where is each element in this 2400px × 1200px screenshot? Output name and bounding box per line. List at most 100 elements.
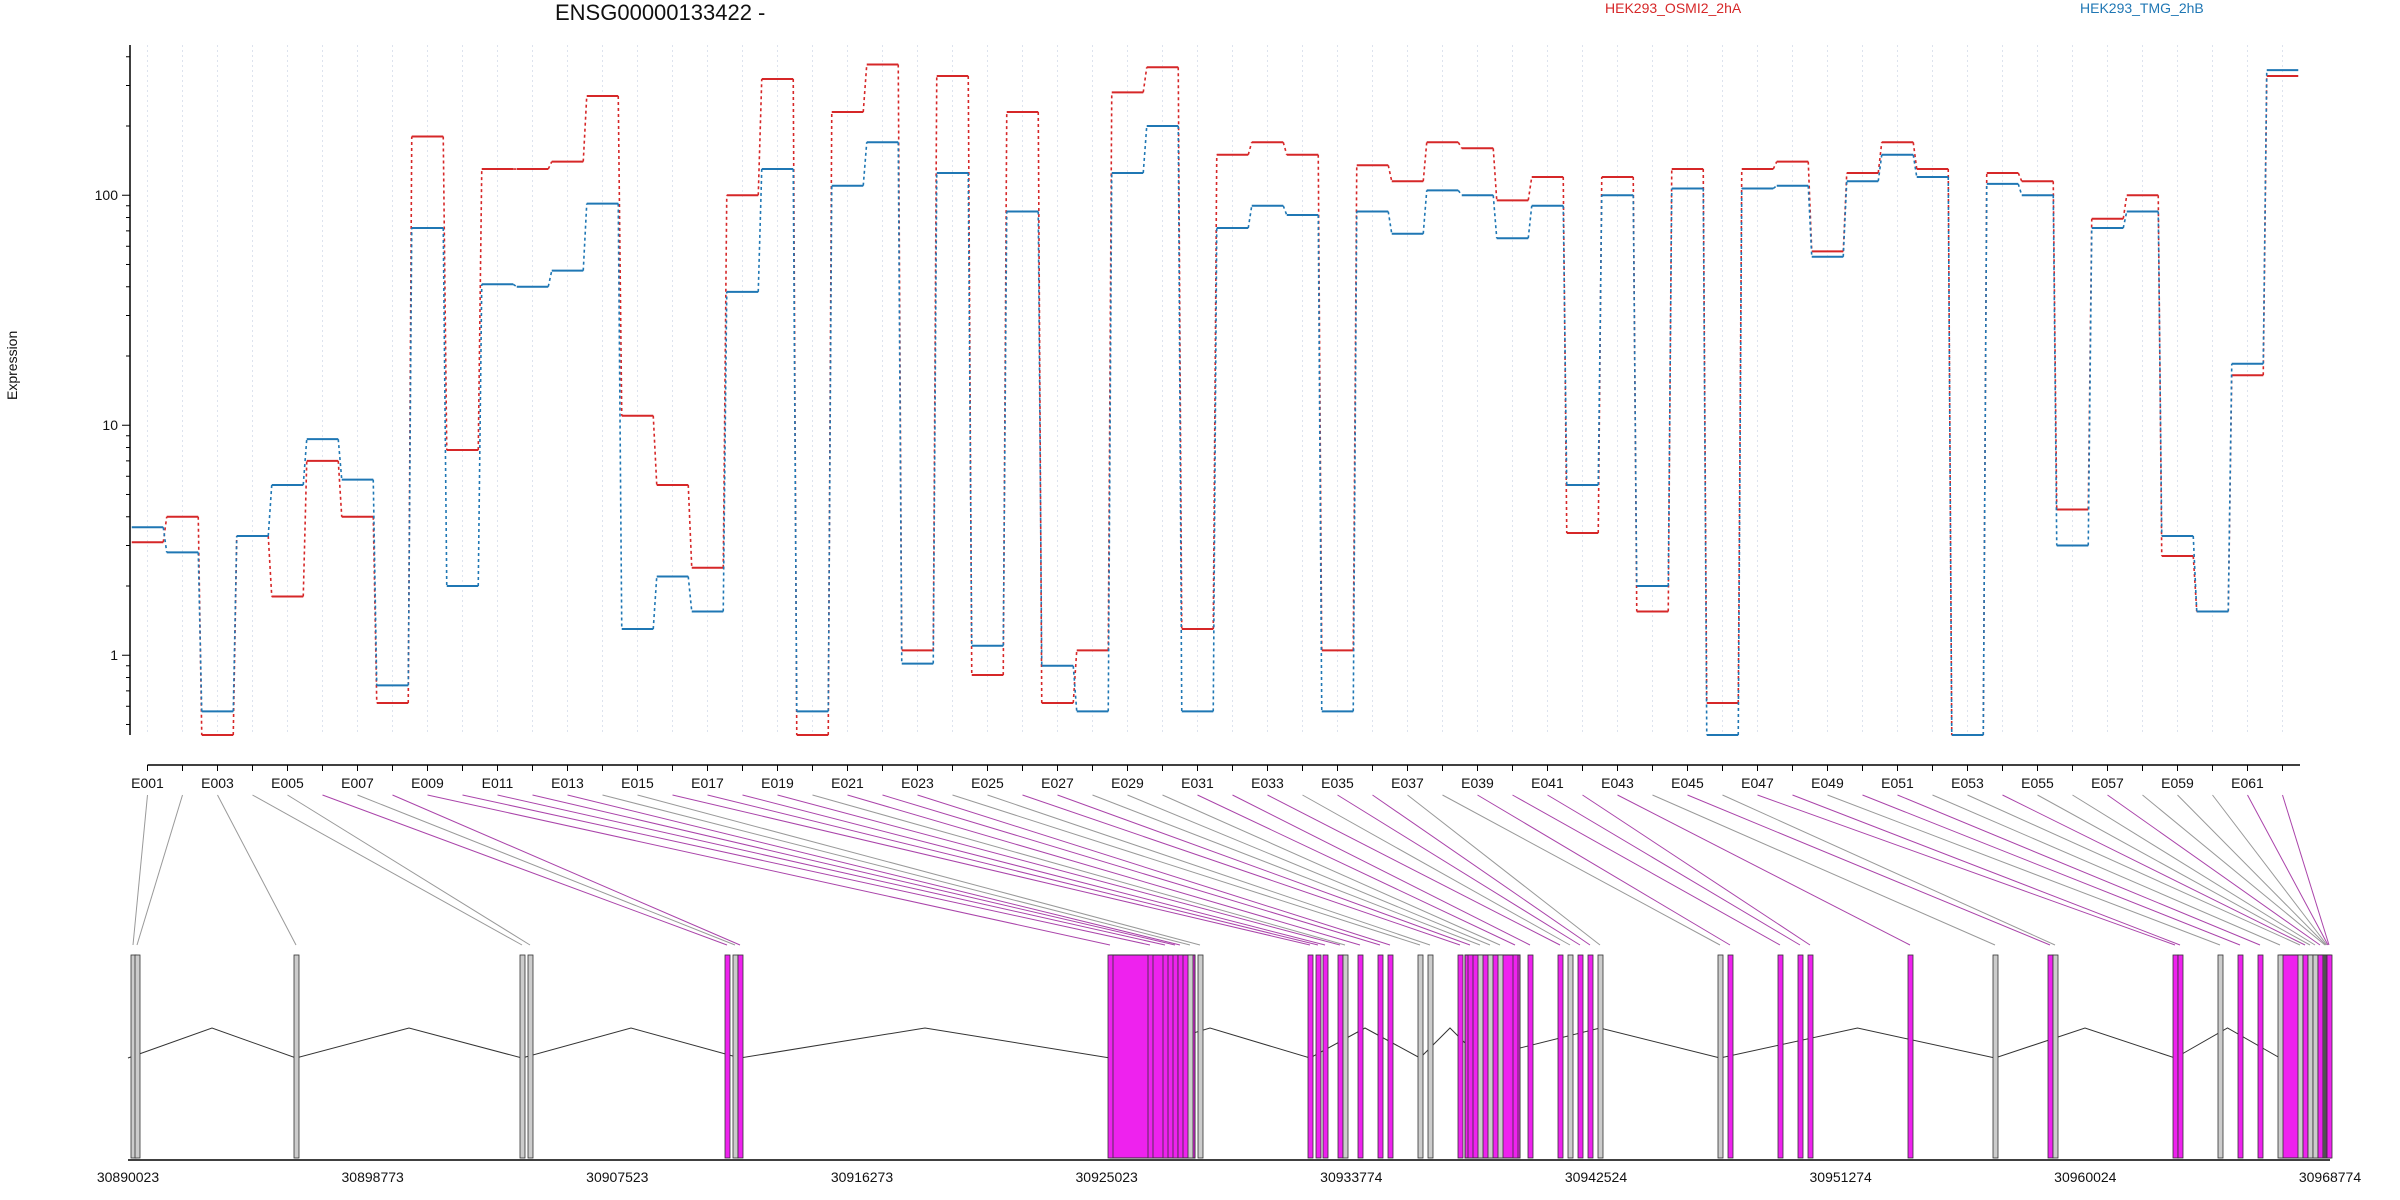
exon-connector (497, 794, 1166, 946)
exon-bar (1177, 954, 1184, 1159)
exon-bar (1577, 954, 1584, 1159)
exon-bar (732, 954, 739, 1159)
exon-bar (2302, 954, 2309, 1159)
genomic-tick-label: 30960024 (2054, 1169, 2117, 1185)
exon-connector (2142, 794, 2326, 946)
exon-connector (1127, 794, 1491, 946)
exon-bar (1527, 954, 1534, 1159)
exon-connector (1162, 794, 1501, 946)
x-tick-label: E001 (131, 775, 164, 791)
exon-connector (532, 794, 1176, 946)
exon-connector (136, 794, 183, 946)
x-tick-label: E051 (1881, 775, 1914, 791)
x-tick-label: E003 (201, 775, 234, 791)
exon-bar (1387, 954, 1394, 1159)
exon-connector (1827, 794, 2221, 946)
exon-bar (1162, 954, 1169, 1159)
exon-connector (1687, 794, 2051, 946)
x-tick-label: E031 (1181, 775, 1214, 791)
exon-connector (2282, 794, 2330, 946)
exon-connector (1022, 794, 1461, 946)
exon-connector (1197, 794, 1516, 946)
exon-bar (2237, 954, 2244, 1159)
genomic-tick-label: 30916273 (831, 1169, 894, 1185)
x-tick-label: E029 (1111, 775, 1144, 791)
exon-bar (293, 954, 300, 1159)
exon-bar (1322, 954, 1329, 1159)
exon-bar (1992, 954, 1999, 1159)
exon-connector (2072, 794, 2316, 946)
genomic-tick-label: 30933774 (1320, 1169, 1383, 1185)
x-tick-label: E049 (1811, 775, 1844, 791)
exon-bar (2047, 954, 2054, 1159)
exon-connector (1757, 794, 2176, 946)
legend-entry-tmg: HEK293_TMG_2hB (2080, 0, 2204, 16)
y-tick-label: 1 (110, 647, 118, 663)
x-tick-label: E017 (691, 775, 724, 791)
exon-connector (1617, 794, 1911, 946)
x-tick-label: E057 (2091, 775, 2124, 791)
exon-connector (217, 794, 297, 946)
exon-connector (1862, 794, 2241, 946)
x-tick-label: E007 (341, 775, 374, 791)
genomic-tick-label: 30898773 (342, 1169, 405, 1185)
x-tick-label: E061 (2231, 775, 2264, 791)
exon-bar (2307, 954, 2314, 1159)
x-tick-label: E025 (971, 775, 1004, 791)
exon-bar (1357, 954, 1364, 1159)
x-tick-label: E005 (271, 775, 304, 791)
exon-connector (1477, 794, 1731, 946)
exon-connector (1582, 794, 1811, 946)
exon-bar (2317, 954, 2324, 1159)
exon-connector (1967, 794, 2301, 946)
exon-connector (2212, 794, 2328, 946)
x-tick-label: E047 (1741, 775, 1774, 791)
x-tick-label: E037 (1391, 775, 1424, 791)
x-tick-label: E035 (1321, 775, 1354, 791)
intron-line (127, 1027, 2330, 1059)
y-tick-label: 10 (102, 417, 118, 433)
exon-bar (1597, 954, 1604, 1159)
exon-connector (847, 794, 1361, 946)
exon-bar (1777, 954, 1784, 1159)
exon-connector (252, 794, 523, 946)
x-tick-label: E015 (621, 775, 654, 791)
exon-connector (1372, 794, 1591, 946)
genomic-tick-label: 30951274 (1810, 1169, 1873, 1185)
exon-connector (1267, 794, 1561, 946)
exon-connector (322, 794, 728, 946)
exon-connector (952, 794, 1421, 946)
x-tick-label: E021 (831, 775, 864, 791)
exon-bar (1557, 954, 1564, 1159)
x-tick-label: E011 (482, 775, 514, 791)
exon-bar (1377, 954, 1384, 1159)
exon-connector (1897, 794, 2261, 946)
exon-bar (2217, 954, 2224, 1159)
x-tick-label: E019 (761, 775, 794, 791)
x-tick-label: E053 (1951, 775, 1984, 791)
exon-bar (1417, 954, 1424, 1159)
chart-title: ENSG00000133422 - (555, 0, 766, 25)
exon-connector (742, 794, 1326, 946)
exon-connector (1792, 794, 2181, 946)
x-tick-label: E023 (901, 775, 934, 791)
exon-bar (1457, 954, 1464, 1159)
x-tick-label: E009 (411, 775, 444, 791)
exon-connector (1547, 794, 1801, 946)
y-axis-label: Expression (4, 330, 20, 400)
exon-connector (1652, 794, 1996, 946)
exon-bar (2257, 954, 2264, 1159)
exon-connector (2177, 794, 2327, 946)
exon-bar (1512, 954, 1519, 1159)
exon-bar (1587, 954, 1594, 1159)
exon-connector (2002, 794, 2306, 946)
exon-connector (637, 794, 1201, 946)
exon-bar (737, 954, 744, 1159)
exon-bar (527, 954, 534, 1159)
exon-connector (1407, 794, 1601, 946)
exon-bar (1727, 954, 1734, 1159)
exon-connector (1302, 794, 1571, 946)
x-tick-label: E013 (551, 775, 584, 791)
legend-entry-osmi2: HEK293_OSMI2_2hA (1605, 0, 1742, 16)
genomic-tick-label: 30942524 (1565, 1169, 1628, 1185)
